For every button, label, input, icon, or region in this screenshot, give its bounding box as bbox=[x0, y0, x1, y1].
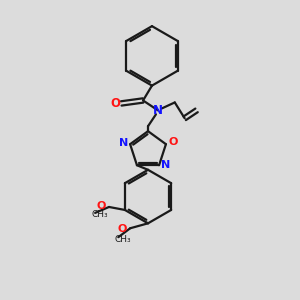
Text: O: O bbox=[96, 201, 106, 211]
Text: N: N bbox=[118, 138, 128, 148]
Text: O: O bbox=[118, 224, 127, 234]
Text: N: N bbox=[153, 104, 163, 117]
Text: N: N bbox=[161, 160, 171, 170]
Text: CH₃: CH₃ bbox=[114, 235, 131, 244]
Text: O: O bbox=[110, 97, 120, 110]
Text: CH₃: CH₃ bbox=[91, 210, 108, 219]
Text: O: O bbox=[168, 137, 178, 147]
